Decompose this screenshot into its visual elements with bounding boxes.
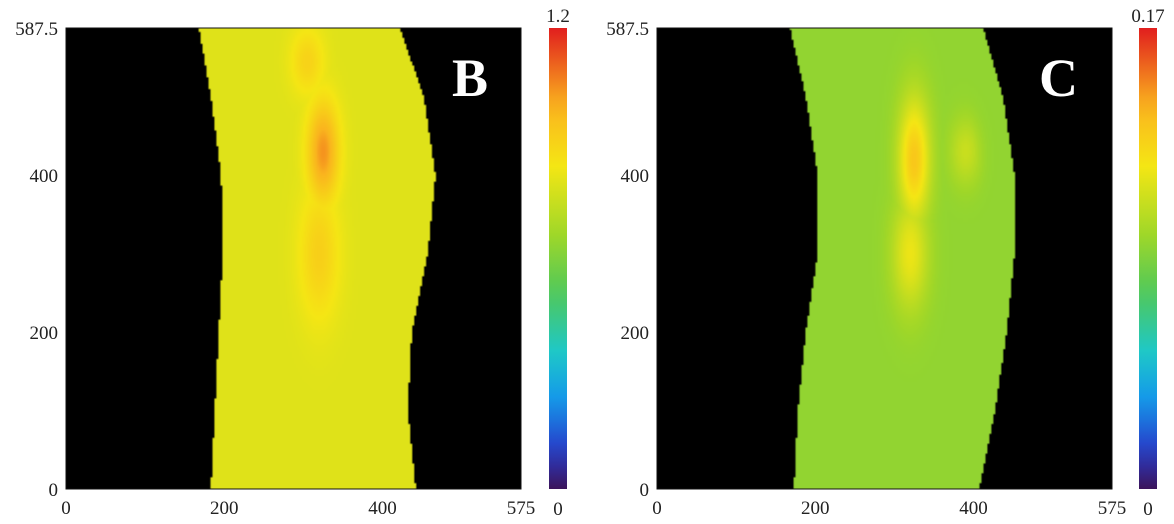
colorbar bbox=[549, 28, 567, 489]
y-tick-label: 0 bbox=[49, 480, 59, 501]
y-tick-label: 587.5 bbox=[15, 19, 58, 40]
x-tick-label: 200 bbox=[801, 498, 830, 519]
y-tick-label: 400 bbox=[621, 166, 650, 187]
panel-label: B bbox=[452, 48, 488, 108]
colorbar-max-label: 1.2 bbox=[546, 6, 570, 27]
heatmap-image bbox=[657, 28, 1112, 489]
y-tick-label: 200 bbox=[621, 323, 650, 344]
heatmap-image bbox=[66, 28, 521, 489]
heatmap-panel-b: 0 200 400 575 0 200 400 587.5 B 1.2 0 bbox=[15, 6, 570, 520]
x-tick-label: 200 bbox=[210, 498, 239, 519]
colorbar-max-label: 0.17 bbox=[1131, 6, 1164, 27]
x-tick-label: 575 bbox=[1098, 498, 1127, 519]
y-tick-label: 200 bbox=[30, 323, 59, 344]
colorbar-min-label: 0 bbox=[553, 499, 563, 520]
plot-frame bbox=[656, 27, 1113, 490]
colorbar bbox=[1139, 28, 1157, 489]
x-tick-label: 0 bbox=[61, 498, 71, 519]
plot-frame bbox=[65, 27, 522, 490]
y-tick-label: 400 bbox=[30, 166, 59, 187]
x-tick-label: 400 bbox=[368, 498, 397, 519]
y-tick-label: 587.5 bbox=[606, 19, 649, 40]
x-tick-label: 400 bbox=[959, 498, 988, 519]
x-tick-label: 575 bbox=[507, 498, 536, 519]
colorbar-min-label: 0 bbox=[1143, 499, 1153, 520]
heatmap-panel-c: 0 200 400 575 0 200 400 587.5 C 0.17 0 bbox=[606, 6, 1164, 520]
x-tick-label: 0 bbox=[652, 498, 662, 519]
panel-label: C bbox=[1039, 48, 1078, 108]
y-tick-label: 0 bbox=[640, 480, 650, 501]
